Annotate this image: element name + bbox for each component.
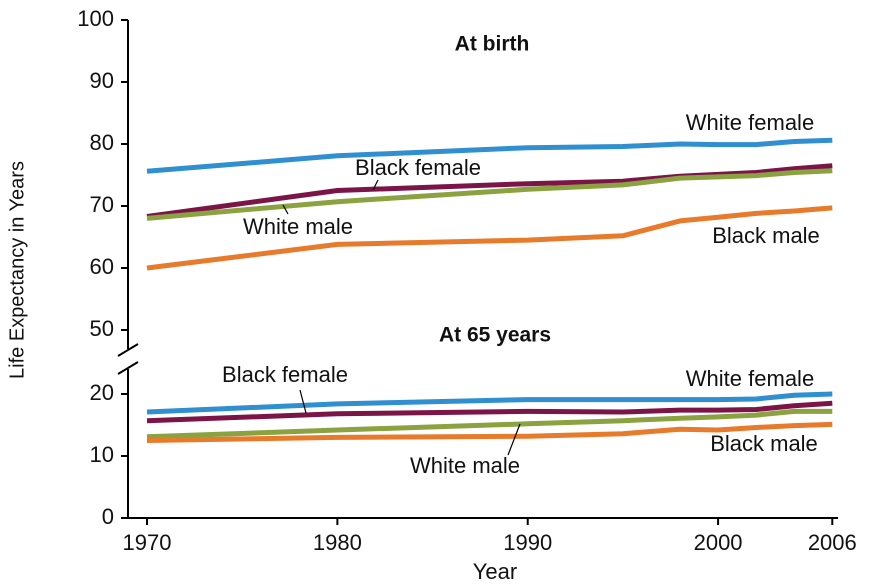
series-label: Black female — [222, 362, 348, 387]
x-tick-label: 1990 — [503, 530, 552, 555]
x-axis-label: Year — [473, 559, 517, 584]
y-tick-label: 80 — [90, 130, 114, 155]
series-label: White female — [686, 110, 814, 135]
y-tick-label: 20 — [90, 380, 114, 405]
series-label: Black male — [710, 431, 818, 456]
series-line — [146, 408, 833, 440]
y-tick-label: 70 — [90, 192, 114, 217]
x-tick-label: 1980 — [313, 530, 362, 555]
panel-title: At 65 years — [439, 324, 551, 347]
y-tick-label: 60 — [90, 254, 114, 279]
y-tick-label: 0 — [102, 504, 114, 529]
series-label: Black female — [355, 155, 481, 180]
label-leader — [299, 389, 307, 414]
series-line — [146, 168, 833, 221]
label-leader — [282, 204, 289, 215]
label-leader — [372, 179, 379, 191]
y-tick-label: 90 — [90, 68, 114, 93]
y-tick-label: 100 — [77, 6, 114, 31]
series-line — [146, 137, 833, 174]
series-label: Black male — [712, 223, 820, 248]
y-tick-label: 10 — [90, 442, 114, 467]
x-tick-label: 1970 — [123, 530, 172, 555]
series-label: White male — [243, 214, 353, 239]
label-leader — [507, 423, 521, 456]
series-line — [146, 421, 833, 443]
x-tick-label: 2006 — [808, 530, 857, 555]
y-tick-label: 50 — [90, 316, 114, 341]
axis-break — [117, 343, 139, 357]
series-label: White male — [410, 453, 520, 478]
series-line — [146, 205, 833, 271]
axis-break — [117, 361, 139, 375]
panel-title: At birth — [455, 33, 530, 56]
series-label: White female — [686, 366, 814, 391]
x-tick-label: 2000 — [694, 530, 743, 555]
series-line — [146, 391, 833, 415]
series-line — [146, 400, 833, 424]
y-axis-label: Life Expectancy in Years — [6, 161, 28, 379]
